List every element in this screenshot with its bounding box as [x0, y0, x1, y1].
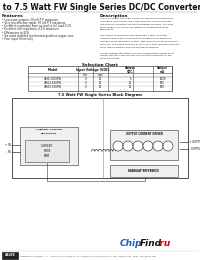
Bar: [25, 140, 69, 162]
Circle shape: [113, 141, 123, 151]
Text: ultra wide input range, low noise industrial and instruments: ultra wide input range, low noise indust…: [100, 21, 172, 22]
Text: • Four input filters only: • Four input filters only: [2, 37, 33, 41]
Text: 9: 9: [85, 81, 86, 86]
Text: Model: Model: [48, 68, 58, 72]
Bar: [110, 130, 178, 160]
Text: input range (2:1) is ideal for battery or unregulated input: input range (2:1) is ideal for battery o…: [100, 26, 168, 28]
Text: CURRENT: CURRENT: [41, 144, 53, 148]
Text: OUTPUT CURRENT DRIVER: OUTPUT CURRENT DRIVER: [126, 132, 162, 136]
Bar: [12, 98, 188, 178]
Circle shape: [133, 141, 143, 151]
Text: circuit, thermal overload and over-voltage transients on the: circuit, thermal overload and over-volta…: [100, 55, 172, 56]
Text: + OUTPUT: + OUTPUT: [189, 140, 200, 144]
Text: Features: Features: [2, 14, 24, 18]
Text: THERMAL VOLTAGE: THERMAL VOLTAGE: [36, 129, 62, 130]
Text: Selection Chart: Selection Chart: [82, 63, 118, 67]
Text: isolators. The single package of multi pole filter squares excellent: isolators. The single package of multi p…: [100, 43, 179, 45]
Text: .ru: .ru: [157, 238, 171, 248]
Text: 9: 9: [85, 77, 86, 81]
Text: 5: 5: [130, 77, 131, 81]
Bar: [110, 165, 178, 177]
Text: • Very low effective ripple, 50 mV P-P maximum: • Very low effective ripple, 50 mV P-P m…: [2, 21, 66, 25]
Text: • Efficiencies to 82%: • Efficiencies to 82%: [2, 31, 30, 35]
Bar: [2, 252, 18, 259]
Text: - IN: - IN: [6, 150, 11, 154]
Bar: [28, 66, 172, 91]
Text: Find: Find: [140, 238, 162, 248]
Text: • Excellent line regulation, 0.1% maximum: • Excellent line regulation, 0.1% maximu…: [2, 27, 60, 31]
Text: PWM: PWM: [44, 154, 50, 158]
Text: Output
mA: Output mA: [157, 66, 168, 74]
Text: Undervoltage/overvoltage and over-temperature output short: Undervoltage/overvoltage and over-temper…: [100, 52, 174, 54]
Text: Input Voltage (VDC): Input Voltage (VDC): [76, 68, 110, 72]
Text: 1000: 1000: [159, 77, 166, 81]
Text: 12: 12: [99, 77, 102, 81]
Text: max: max: [98, 73, 103, 77]
Text: • Excellent regulation from no-load to full-load 0.2%: • Excellent regulation from no-load to f…: [2, 24, 72, 28]
Text: 7.5 Watt FW Single Series Block Diagram: 7.5 Watt FW Single Series Block Diagram: [58, 93, 142, 97]
Text: BANDGAP REFERENCE: BANDGAP REFERENCE: [128, 169, 160, 173]
Text: 12: 12: [99, 86, 102, 89]
Text: CALEX: CALEX: [5, 253, 15, 257]
Bar: [20, 127, 78, 165]
Circle shape: [153, 141, 163, 151]
Text: The output modules are regulated with a high loop gain: The output modules are regulated with a …: [100, 35, 167, 36]
Text: • Six sided shielded low thermal gradient copper case: • Six sided shielded low thermal gradien…: [2, 34, 74, 38]
Text: current mode control method that provides noise regulated: current mode control method that provide…: [100, 38, 171, 39]
Text: • Low noise outputs, 50 mV P-P maximum: • Low noise outputs, 50 mV P-P maximum: [2, 18, 58, 22]
Text: 12: 12: [129, 81, 132, 86]
Text: input ripple rejection and fine transient response.: input ripple rejection and fine transien…: [100, 46, 159, 48]
Text: Output
VDC: Output VDC: [125, 66, 136, 74]
Text: - OUTPUT: - OUTPUT: [189, 147, 200, 151]
Circle shape: [123, 141, 133, 151]
Text: 48S5.1000FW: 48S5.1000FW: [44, 77, 62, 81]
Text: Chip: Chip: [120, 238, 143, 248]
Text: 9: 9: [85, 86, 86, 89]
Text: 5 to 7.5 Watt FW Single Series DC/DC Converters: 5 to 7.5 Watt FW Single Series DC/DC Con…: [0, 3, 200, 12]
Text: MODE: MODE: [43, 149, 51, 153]
Circle shape: [143, 141, 153, 151]
Text: + IN: + IN: [5, 143, 11, 147]
Text: 625: 625: [160, 81, 165, 86]
Text: The low voltage FW single series converters are designed for: The low voltage FW single series convert…: [100, 18, 174, 19]
Text: 12: 12: [99, 81, 102, 86]
Text: 48S12.625FW: 48S12.625FW: [44, 81, 62, 86]
Circle shape: [163, 141, 173, 151]
Text: applications requiring low input operating voltages. The wide: applications requiring low input operati…: [100, 23, 173, 25]
Text: 48S15.500FW: 48S15.500FW: [44, 86, 62, 89]
Text: applications.: applications.: [100, 29, 115, 30]
Text: Description: Description: [100, 14, 128, 18]
Text: 500: 500: [160, 86, 165, 89]
Text: min: min: [83, 73, 88, 77]
Text: 15: 15: [129, 86, 132, 89]
Text: input are output.: input are output.: [100, 58, 120, 59]
Text: Manufacturing Company, Inc.   Concord, California 94518   Ph: 925/687-4411 or 80: Manufacturing Company, Inc. Concord, Cal…: [20, 255, 156, 257]
Text: dynamic cross regulation control, high efficiencies among DC/DC: dynamic cross regulation control, high e…: [100, 41, 178, 42]
